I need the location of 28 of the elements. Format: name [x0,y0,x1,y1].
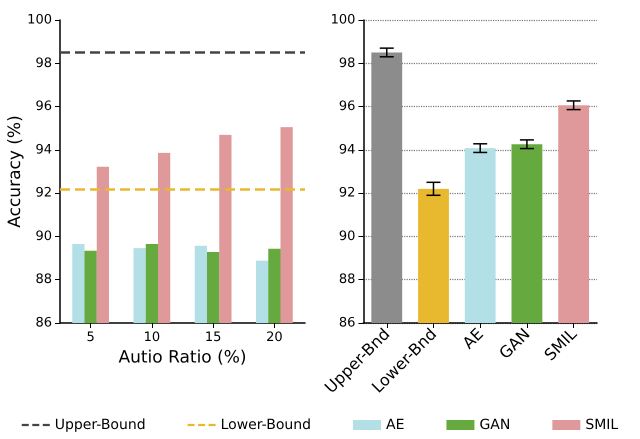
legend-label: Upper-Bound [54,417,146,433]
y-tick-label: 98 [35,56,52,71]
y-tick-label: 86 [35,316,52,330]
y-axis-title: Accuracy (%) [4,115,25,228]
x-tick-label: 15 [204,330,222,345]
legend-label: AE [386,417,404,433]
y-tick-label: 100 [27,12,52,28]
x-tick-label: AE [458,324,487,353]
y-tick-label: 92 [338,186,356,201]
legend-label: Lower-Bound [220,417,312,433]
x-tick-label: 20 [266,330,283,345]
y-tick-label: 94 [35,142,52,158]
y-tick-label: 94 [338,142,356,158]
y-tick-label: 92 [35,186,52,201]
y-tick-label: 96 [35,99,52,114]
legend-label: SMIL [585,417,618,433]
y-tick-label: 90 [35,228,52,244]
y-tick-label: 88 [35,272,52,288]
y-tick-label: 90 [338,228,356,244]
y-tick-label: 98 [338,56,356,71]
y-tick-label: 96 [338,99,356,114]
x-tick-label: 5 [86,330,95,345]
x-tick-label: 10 [144,330,160,345]
y-tick-label: 100 [330,12,356,28]
x-axis-title: Autio Ratio (%) [118,348,247,368]
y-tick-label: 86 [338,316,356,330]
legend-label: GAN [479,417,510,433]
y-tick-label: 88 [338,272,356,288]
